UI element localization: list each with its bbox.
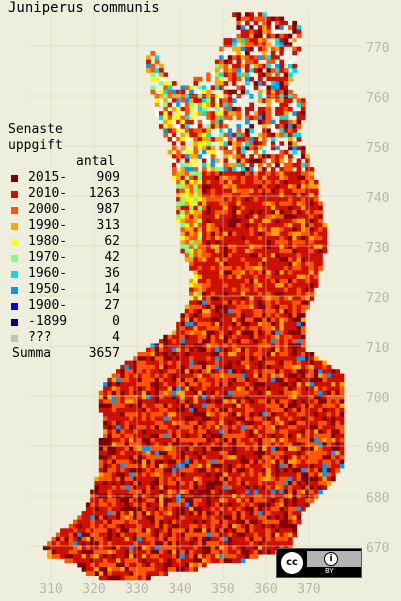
- legend-count: 313: [96, 218, 120, 233]
- x-tick-label: 320: [82, 582, 106, 597]
- legend-label: 1950-: [28, 282, 68, 297]
- legend-heading-2: uppgift: [8, 138, 63, 153]
- legend-label: 1990-: [28, 218, 68, 233]
- y-tick-label: 750: [366, 141, 390, 156]
- legend-count: 14: [104, 282, 120, 297]
- y-tick-label: 670: [366, 541, 390, 556]
- legend-label: 2010-: [28, 186, 68, 201]
- legend-row: 1990- 313: [8, 218, 120, 234]
- legend-label: 2000-: [28, 202, 68, 217]
- legend-label: -1899: [28, 314, 68, 329]
- y-tick-label: 700: [366, 391, 390, 406]
- legend-row: 1970- 42: [8, 250, 120, 266]
- x-tick-label: 370: [297, 582, 321, 597]
- y-tick-label: 730: [366, 241, 390, 256]
- legend-swatch: [11, 175, 18, 182]
- x-tick-label: 350: [211, 582, 235, 597]
- legend-swatch: [11, 239, 18, 246]
- x-tick-label: 340: [168, 582, 192, 597]
- cc-by-license-badge[interactable]: cc i BY: [276, 548, 362, 578]
- y-tick-label: 690: [366, 441, 390, 456]
- legend-swatch: [11, 191, 18, 198]
- legend-count: 4: [112, 330, 120, 345]
- legend-count: 36: [104, 266, 120, 281]
- legend-swatch: [11, 207, 18, 214]
- legend-count: 42: [104, 250, 120, 265]
- map-title: Juniperus communis: [8, 0, 160, 16]
- legend-swatch: [11, 303, 18, 310]
- legend-summa-row: Summa 3657: [8, 346, 120, 362]
- legend-swatch: [11, 335, 18, 342]
- legend-label: 1960-: [28, 266, 68, 281]
- coordinate-grid-lines: [30, 10, 360, 580]
- legend-count-header: antal: [76, 154, 116, 169]
- legend-heading-1: Senaste: [8, 122, 63, 137]
- legend-row: 1980- 62: [8, 234, 120, 250]
- legend-count: 1263: [88, 186, 120, 201]
- legend-row: 2010- 1263: [8, 186, 120, 202]
- legend-swatch: [11, 271, 18, 278]
- legend-label: 1980-: [28, 234, 68, 249]
- legend-label: ???: [28, 330, 52, 345]
- occurrence-grid: [42, 12, 345, 581]
- x-tick-label: 330: [125, 582, 149, 597]
- summa-label: Summa: [12, 346, 52, 361]
- y-tick-label: 740: [366, 191, 390, 206]
- legend-count: 987: [96, 202, 120, 217]
- legend-swatch: [11, 223, 18, 230]
- legend-swatch: [11, 255, 18, 262]
- y-tick-label: 720: [366, 291, 390, 306]
- legend-count: 0: [112, 314, 120, 329]
- cc-icon: cc: [281, 552, 303, 574]
- by-label: BY: [325, 567, 334, 575]
- legend-swatch: [11, 319, 18, 326]
- legend-row: 1950- 14: [8, 282, 120, 298]
- legend-rows: 2015- 909 2010- 1263 2000- 987 1990- 313 1980- 62…: [8, 170, 120, 346]
- legend-row: -1899 0: [8, 314, 120, 330]
- y-tick-label: 770: [366, 41, 390, 56]
- legend-row: 1900- 27: [8, 298, 120, 314]
- legend-row: ??? 4: [8, 330, 120, 346]
- y-tick-label: 760: [366, 91, 390, 106]
- legend: Senaste uppgift antal 2015- 909 2010- 1263 2…: [8, 122, 120, 362]
- legend-label: 2015-: [28, 170, 68, 185]
- legend-row: 2015- 909: [8, 170, 120, 186]
- legend-row: 1960- 36: [8, 266, 120, 282]
- person-icon: i: [324, 552, 338, 566]
- x-tick-label: 310: [39, 582, 63, 597]
- x-tick-label: 360: [254, 582, 278, 597]
- legend-count: 909: [96, 170, 120, 185]
- legend-count: 27: [104, 298, 120, 313]
- legend-label: 1900-: [28, 298, 68, 313]
- summa-count: 3657: [88, 346, 120, 361]
- legend-count: 62: [104, 234, 120, 249]
- legend-swatch: [11, 287, 18, 294]
- legend-row: 2000- 987: [8, 202, 120, 218]
- legend-label: 1970-: [28, 250, 68, 265]
- y-tick-label: 710: [366, 341, 390, 356]
- y-tick-label: 680: [366, 491, 390, 506]
